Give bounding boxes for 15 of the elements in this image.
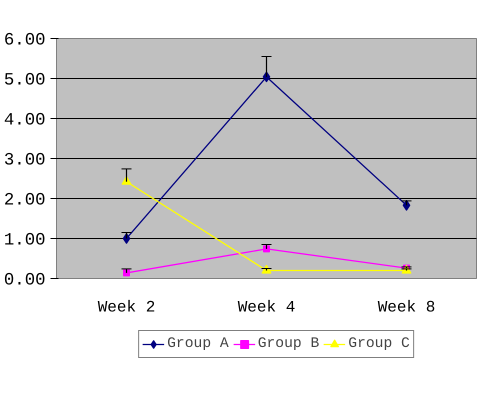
y-tick-label: 2.00 xyxy=(4,192,46,210)
legend-label: Group C xyxy=(348,336,410,352)
x-tick-label: Week 2 xyxy=(98,298,156,316)
y-tick-label: 5.00 xyxy=(4,72,46,90)
point xyxy=(263,245,270,252)
y-tick-label: 0.00 xyxy=(4,272,46,290)
y-tick-label: 3.00 xyxy=(4,152,46,170)
legend-label: Group A xyxy=(167,336,229,352)
point xyxy=(123,269,130,276)
x-tick-label: Week 4 xyxy=(238,298,296,316)
y-tick-label: 4.00 xyxy=(4,112,46,130)
x-tick-label: Week 8 xyxy=(378,298,436,316)
y-tick-label: 1.00 xyxy=(4,232,46,250)
legend-label: Group B xyxy=(258,336,320,352)
y-tick-label: 6.00 xyxy=(4,32,46,50)
